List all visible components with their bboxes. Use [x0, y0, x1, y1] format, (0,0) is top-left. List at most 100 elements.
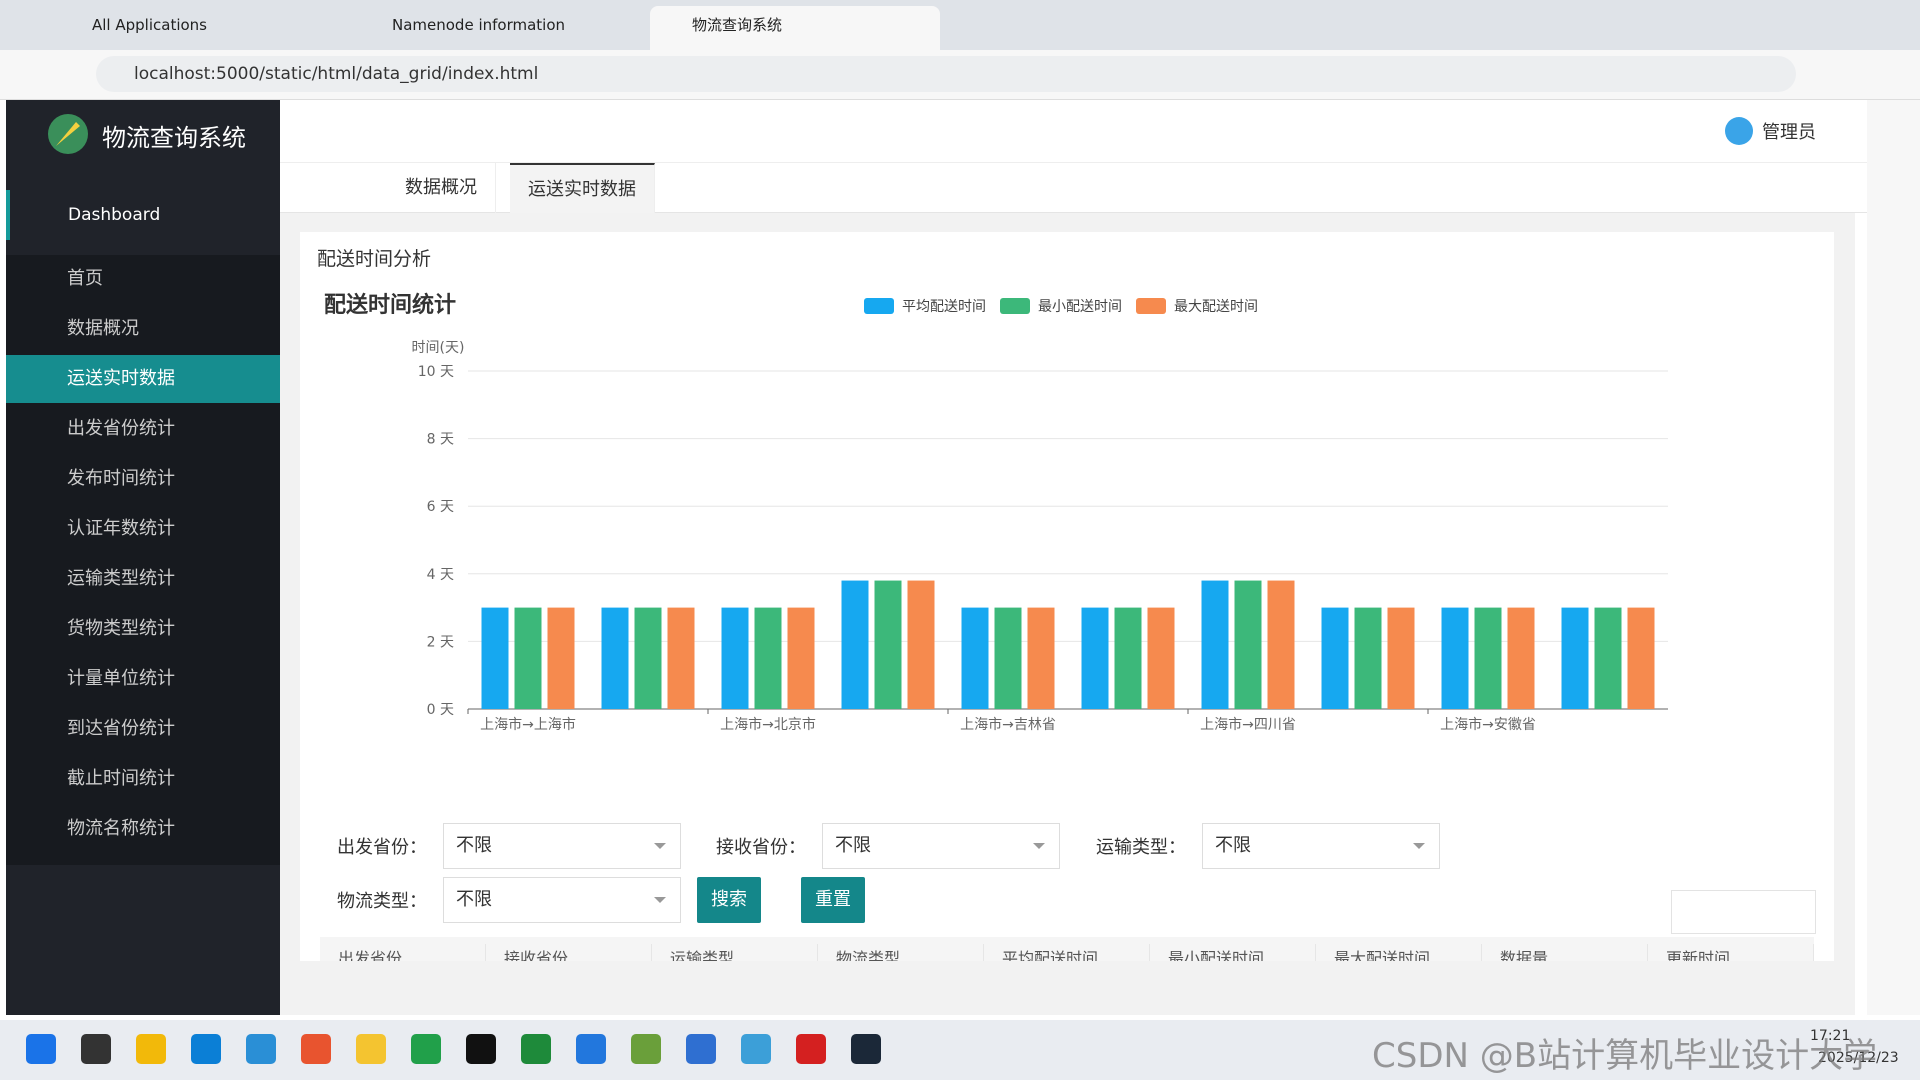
legend-label: 平均配送时间: [902, 299, 986, 315]
bar: [1267, 580, 1295, 709]
taskbar-icon[interactable]: [796, 1034, 826, 1064]
bar: [1441, 607, 1469, 709]
x-tick-label: 上海市→四川省: [1200, 716, 1296, 733]
bar: [721, 607, 749, 709]
x-tick-label: 上海市→北京市: [720, 716, 816, 733]
browser-tab[interactable]: Namenode information: [392, 16, 566, 34]
menu-item[interactable]: 认证年数统计: [67, 518, 175, 539]
taskbar-icon[interactable]: [246, 1034, 276, 1064]
x-tick-label: 上海市→安徽省: [1440, 716, 1536, 733]
taskbar-icon[interactable]: [411, 1034, 441, 1064]
bar: [547, 607, 575, 709]
submenu: 首页数据概况运送实时数据出发省份统计 发布时间统计 认证年数统计 运输类型统计 货物类型…: [6, 255, 280, 865]
taskbar-icon[interactable]: [686, 1034, 716, 1064]
bar: [1627, 607, 1655, 709]
bar: [634, 607, 662, 709]
reset-button[interactable]: 重置: [801, 877, 865, 923]
filter-select[interactable]: 不限: [1202, 823, 1440, 869]
page-tabs: 数据概况 运送实时数据: [280, 163, 1867, 213]
taskbar-icon[interactable]: [576, 1034, 606, 1064]
bar: [1561, 607, 1589, 709]
menu-item[interactable]: 发布时间统计: [67, 468, 175, 489]
menu-item[interactable]: 数据概况: [67, 318, 139, 339]
x-tick-label: 上海市→上海市: [480, 716, 576, 733]
taskbar-icon[interactable]: [191, 1034, 221, 1064]
menu-item[interactable]: 到达省份统计: [67, 718, 175, 739]
menu-item[interactable]: 物流名称统计: [67, 818, 175, 839]
header: 管理员: [280, 100, 1867, 163]
taskbar-icon[interactable]: [136, 1034, 166, 1064]
bar: [787, 607, 815, 709]
bar: [1234, 580, 1262, 709]
avatar: [1725, 117, 1753, 145]
menu-item[interactable]: 运输类型统计: [67, 568, 175, 589]
y-tick-label: 0 天: [427, 702, 454, 718]
taskbar-icon[interactable]: [631, 1034, 661, 1064]
bar: [1507, 607, 1535, 709]
taskbar-icon[interactable]: [521, 1034, 551, 1064]
menu-item[interactable]: 截止时间统计: [67, 768, 175, 789]
time: 17:21: [1810, 1028, 1851, 1044]
column-header: 出发省份: [320, 944, 486, 961]
column-header: 平均配送时间: [984, 944, 1150, 961]
url[interactable]: localhost:5000/static/html/data_grid/ind…: [96, 56, 1796, 92]
page-tab[interactable]: 数据概况: [387, 163, 496, 213]
legend-swatch: [1136, 298, 1166, 314]
menu-item[interactable]: 货物类型统计: [67, 618, 175, 639]
bar: [961, 607, 989, 709]
legend-swatch: [864, 298, 894, 314]
filter-label: 出发省份：: [337, 837, 427, 858]
menu-item[interactable]: 计量单位统计: [67, 668, 175, 689]
column-header: 运输类型: [652, 944, 818, 961]
menu-item[interactable]: 首页: [67, 268, 103, 289]
menu-item[interactable]: 运送实时数据: [6, 355, 280, 403]
column-header: 接收省份: [486, 944, 652, 961]
taskbar-icon[interactable]: [466, 1034, 496, 1064]
taskbar-icon[interactable]: [81, 1034, 111, 1064]
menu-item[interactable]: 出发省份统计: [67, 418, 175, 439]
column-header: 物流类型: [818, 944, 984, 961]
x-tick-label: 上海市→吉林省: [960, 716, 1056, 733]
bar: [481, 607, 509, 709]
watermark: CSDN @B站计算机毕业设计大学: [1372, 1036, 1878, 1076]
bar: [514, 607, 542, 709]
filter-select[interactable]: 不限: [822, 823, 1060, 869]
address-bar: localhost:5000/static/html/data_grid/ind…: [0, 50, 1920, 100]
browser-sidebar: [1867, 100, 1920, 1015]
filter-label: 物流类型：: [337, 891, 427, 912]
browser-tab-bar: All Applications Namenode information 物流查询…: [0, 0, 1920, 50]
legend-label: 最小配送时间: [1038, 299, 1122, 315]
filter-select[interactable]: 不限: [443, 877, 681, 923]
column-header: 更新时间: [1648, 944, 1814, 961]
bar: [841, 580, 869, 709]
browser-tab[interactable]: 物流查询系统: [650, 6, 940, 50]
bar: [1114, 607, 1142, 709]
taskbar-icon[interactable]: [741, 1034, 771, 1064]
taskbar-icon[interactable]: [851, 1034, 881, 1064]
menu-section[interactable]: Dashboard: [6, 190, 280, 240]
table-toolbar: [1671, 890, 1816, 934]
y-axis-label: 时间(天): [412, 340, 465, 356]
bar: [1387, 607, 1415, 709]
search-button[interactable]: 搜索: [697, 877, 761, 923]
taskbar-icon[interactable]: [26, 1034, 56, 1064]
bar: [1594, 607, 1622, 709]
browser-tab[interactable]: All Applications: [92, 16, 207, 34]
y-tick-label: 8 天: [427, 432, 454, 448]
taskbar-icon[interactable]: [301, 1034, 331, 1064]
taskbar-icon[interactable]: [356, 1034, 386, 1064]
chart-title: 配送时间统计: [324, 292, 456, 318]
user[interactable]: 管理员: [1762, 122, 1816, 143]
logo: [48, 114, 88, 154]
page-tab[interactable]: 运送实时数据: [510, 163, 655, 213]
y-tick-label: 2 天: [427, 634, 454, 650]
brand: 物流查询系统: [102, 124, 246, 152]
bar: [667, 607, 695, 709]
filter-label: 运输类型：: [1096, 837, 1186, 858]
y-tick-label: 4 天: [427, 567, 454, 583]
filter-select[interactable]: 不限: [443, 823, 681, 869]
bar: [1474, 607, 1502, 709]
